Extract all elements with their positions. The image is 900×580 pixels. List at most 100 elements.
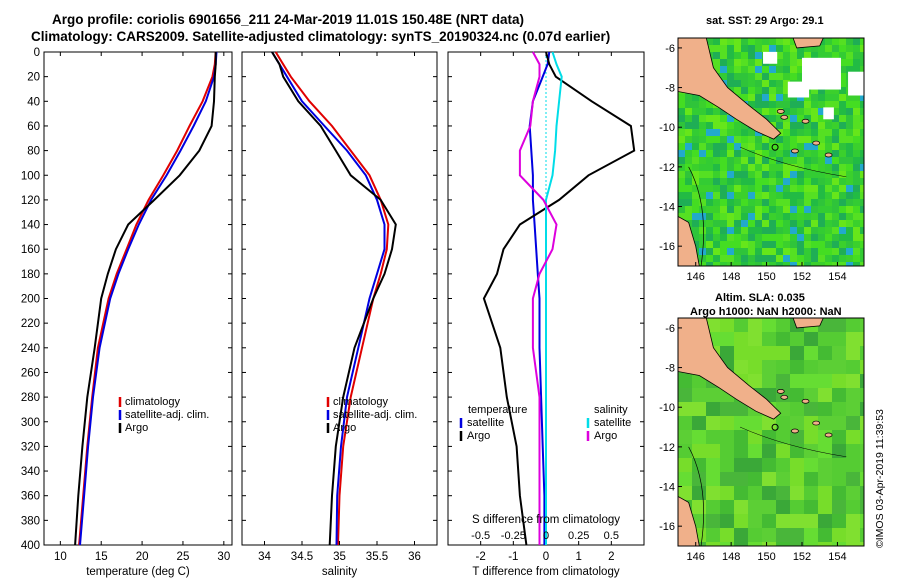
map-lat-label: -12 [659, 442, 675, 454]
map-cell [860, 129, 864, 136]
map-cell [818, 234, 825, 241]
map-cell [839, 164, 846, 171]
map-cell [741, 52, 748, 59]
map-cell [713, 115, 720, 122]
map-cell [762, 227, 769, 234]
map-cell [727, 157, 734, 164]
map-cell [734, 332, 748, 346]
map-cell [692, 213, 699, 220]
map-cell [741, 164, 748, 171]
map-cell [832, 472, 846, 486]
map-cell [748, 66, 755, 73]
series-line-climatology [274, 51, 390, 546]
map-cell [846, 262, 853, 266]
map-cell [776, 45, 783, 52]
map-cell [748, 94, 755, 101]
map-cell [804, 542, 818, 546]
map-lon-label: 148 [722, 551, 740, 563]
map-cell [727, 73, 734, 80]
map-cell [811, 108, 818, 115]
land-island [824, 152, 833, 158]
map-cell [706, 108, 713, 115]
map-cell [734, 73, 741, 80]
map-cell [811, 227, 818, 234]
x-tick-label: 34.5 [291, 551, 313, 563]
map-cell [818, 514, 832, 528]
map-cell [790, 514, 804, 528]
map-cell [741, 206, 748, 213]
map-cell [755, 262, 762, 266]
depth-tick-label: 60 [27, 121, 40, 133]
map-cell [797, 262, 804, 266]
map-cell [860, 318, 864, 332]
map-cell [832, 213, 839, 220]
map-cell [846, 360, 860, 374]
map-cell [832, 402, 846, 416]
land-island [791, 148, 799, 154]
map-cell [699, 178, 706, 185]
map-lon-label: 150 [757, 551, 775, 563]
map-cell [797, 66, 804, 73]
map-cell [762, 143, 769, 150]
land-island [791, 428, 799, 434]
map-cell [769, 262, 776, 266]
map-cell [832, 164, 839, 171]
map-cell [734, 150, 741, 157]
map-cell [685, 213, 692, 220]
map-cell [776, 542, 790, 546]
map-cell [706, 192, 713, 199]
map-cell [825, 143, 832, 150]
map-cell [860, 248, 864, 255]
map-cell [790, 122, 797, 129]
map-cell [741, 129, 748, 136]
map-cell [846, 241, 853, 248]
map-cell [755, 87, 762, 94]
map-cell [811, 185, 818, 192]
depth-tick-label: 220 [21, 318, 40, 330]
map-cell [755, 164, 762, 171]
map-cell [797, 136, 804, 143]
map-cell [685, 150, 692, 157]
map-cell [748, 164, 755, 171]
map-cell [776, 199, 783, 206]
map-cell [825, 45, 832, 52]
depth-tick-label: 140 [21, 220, 40, 232]
map-cell [825, 94, 832, 101]
map-cell [804, 185, 811, 192]
map-cell [699, 234, 706, 241]
land-island [812, 140, 821, 146]
depth-contour [688, 446, 704, 546]
map-cell [720, 45, 727, 52]
map-cell [818, 52, 825, 59]
map-cell [853, 164, 860, 171]
map-cell [832, 444, 846, 458]
map-cell [755, 101, 762, 108]
map-cell [706, 157, 713, 164]
map-cell [790, 150, 797, 157]
map-cell [769, 45, 776, 52]
map-cell [790, 73, 797, 80]
map-cell [776, 59, 783, 66]
map-cell [713, 157, 720, 164]
map-cell [776, 444, 790, 458]
map-cell [748, 416, 762, 430]
map-cell [755, 234, 762, 241]
map-cell [776, 143, 783, 150]
map-cell [818, 192, 825, 199]
map-cell [839, 178, 846, 185]
map-cell [804, 206, 811, 213]
map-cell [748, 206, 755, 213]
map-cell [748, 80, 755, 87]
map-cell [790, 192, 797, 199]
map-cell [699, 171, 706, 178]
map-cell [825, 185, 832, 192]
map-cell [734, 80, 741, 87]
map-cell [706, 178, 713, 185]
map-cell [783, 129, 790, 136]
map-cell [811, 234, 818, 241]
map-cell [790, 220, 797, 227]
map-cell [853, 143, 860, 150]
map-cell [853, 227, 860, 234]
legend-label: satellite [467, 417, 504, 429]
map-cell [678, 164, 685, 171]
